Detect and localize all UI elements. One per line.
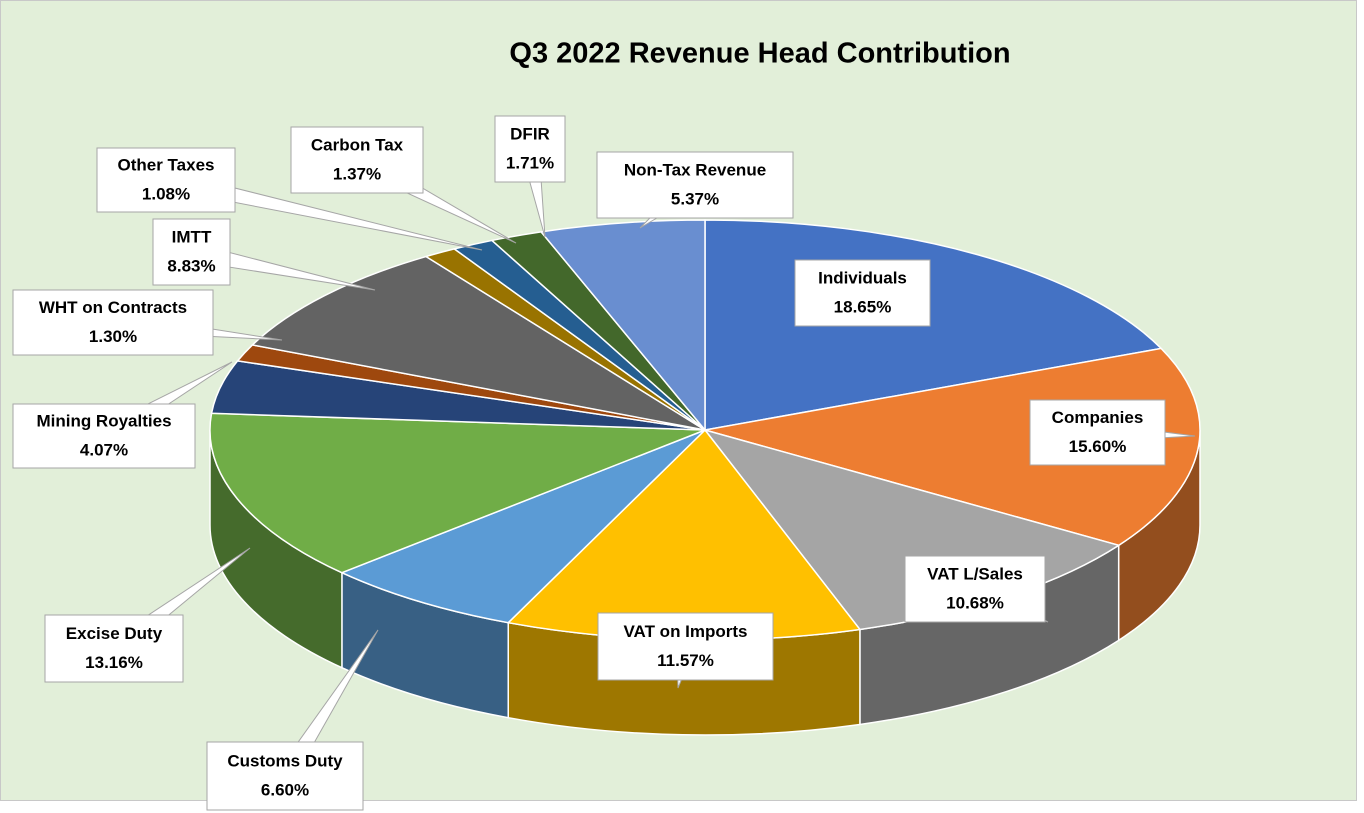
label-value: 5.37%	[671, 189, 719, 208]
label-box	[96, 147, 236, 213]
label-value: 18.65%	[834, 297, 892, 316]
label-value: 8.83%	[167, 256, 215, 275]
label-category: Mining Royalties	[36, 411, 171, 430]
label-box	[904, 555, 1046, 623]
label-category: Carbon Tax	[311, 135, 404, 154]
label-category: VAT L/Sales	[927, 564, 1023, 583]
label-box	[12, 403, 196, 469]
label-value: 1.37%	[333, 164, 381, 183]
label-value: 13.16%	[85, 653, 143, 672]
label-category: IMTT	[172, 227, 212, 246]
label-category: Excise Duty	[66, 624, 163, 643]
label-category: Other Taxes	[117, 155, 214, 174]
label-category: WHT on Contracts	[39, 298, 187, 317]
label-value: 1.71%	[506, 153, 554, 172]
label-category: DFIR	[510, 124, 550, 143]
slice	[209, 412, 706, 574]
label-box	[1029, 399, 1166, 466]
label-category: Customs Duty	[227, 751, 343, 770]
slice	[339, 429, 706, 624]
label-value: 1.08%	[142, 184, 190, 203]
label-box	[206, 741, 364, 811]
label-value: 6.60%	[261, 780, 309, 799]
label-value: 15.60%	[1069, 437, 1127, 456]
slice	[539, 219, 706, 433]
label-box	[494, 115, 566, 183]
label-category: Individuals	[818, 268, 907, 287]
label-value: 11.57%	[657, 651, 714, 670]
label-box	[596, 151, 794, 219]
label-box	[12, 289, 214, 356]
label-box	[44, 614, 184, 683]
chart-title: Q3 2022 Revenue Head Contribution	[509, 38, 1010, 70]
label-category: Companies	[1052, 408, 1144, 427]
label-box	[152, 218, 231, 286]
label-box	[597, 612, 774, 681]
label-value: 4.07%	[80, 440, 128, 459]
label-box	[290, 126, 424, 194]
slice	[704, 347, 1201, 547]
label-value: 1.30%	[89, 327, 137, 346]
label-box	[794, 259, 931, 327]
label-category: VAT on Imports	[623, 622, 747, 641]
label-category: Non-Tax Revenue	[624, 160, 766, 179]
label-value: 10.68%	[946, 593, 1004, 612]
